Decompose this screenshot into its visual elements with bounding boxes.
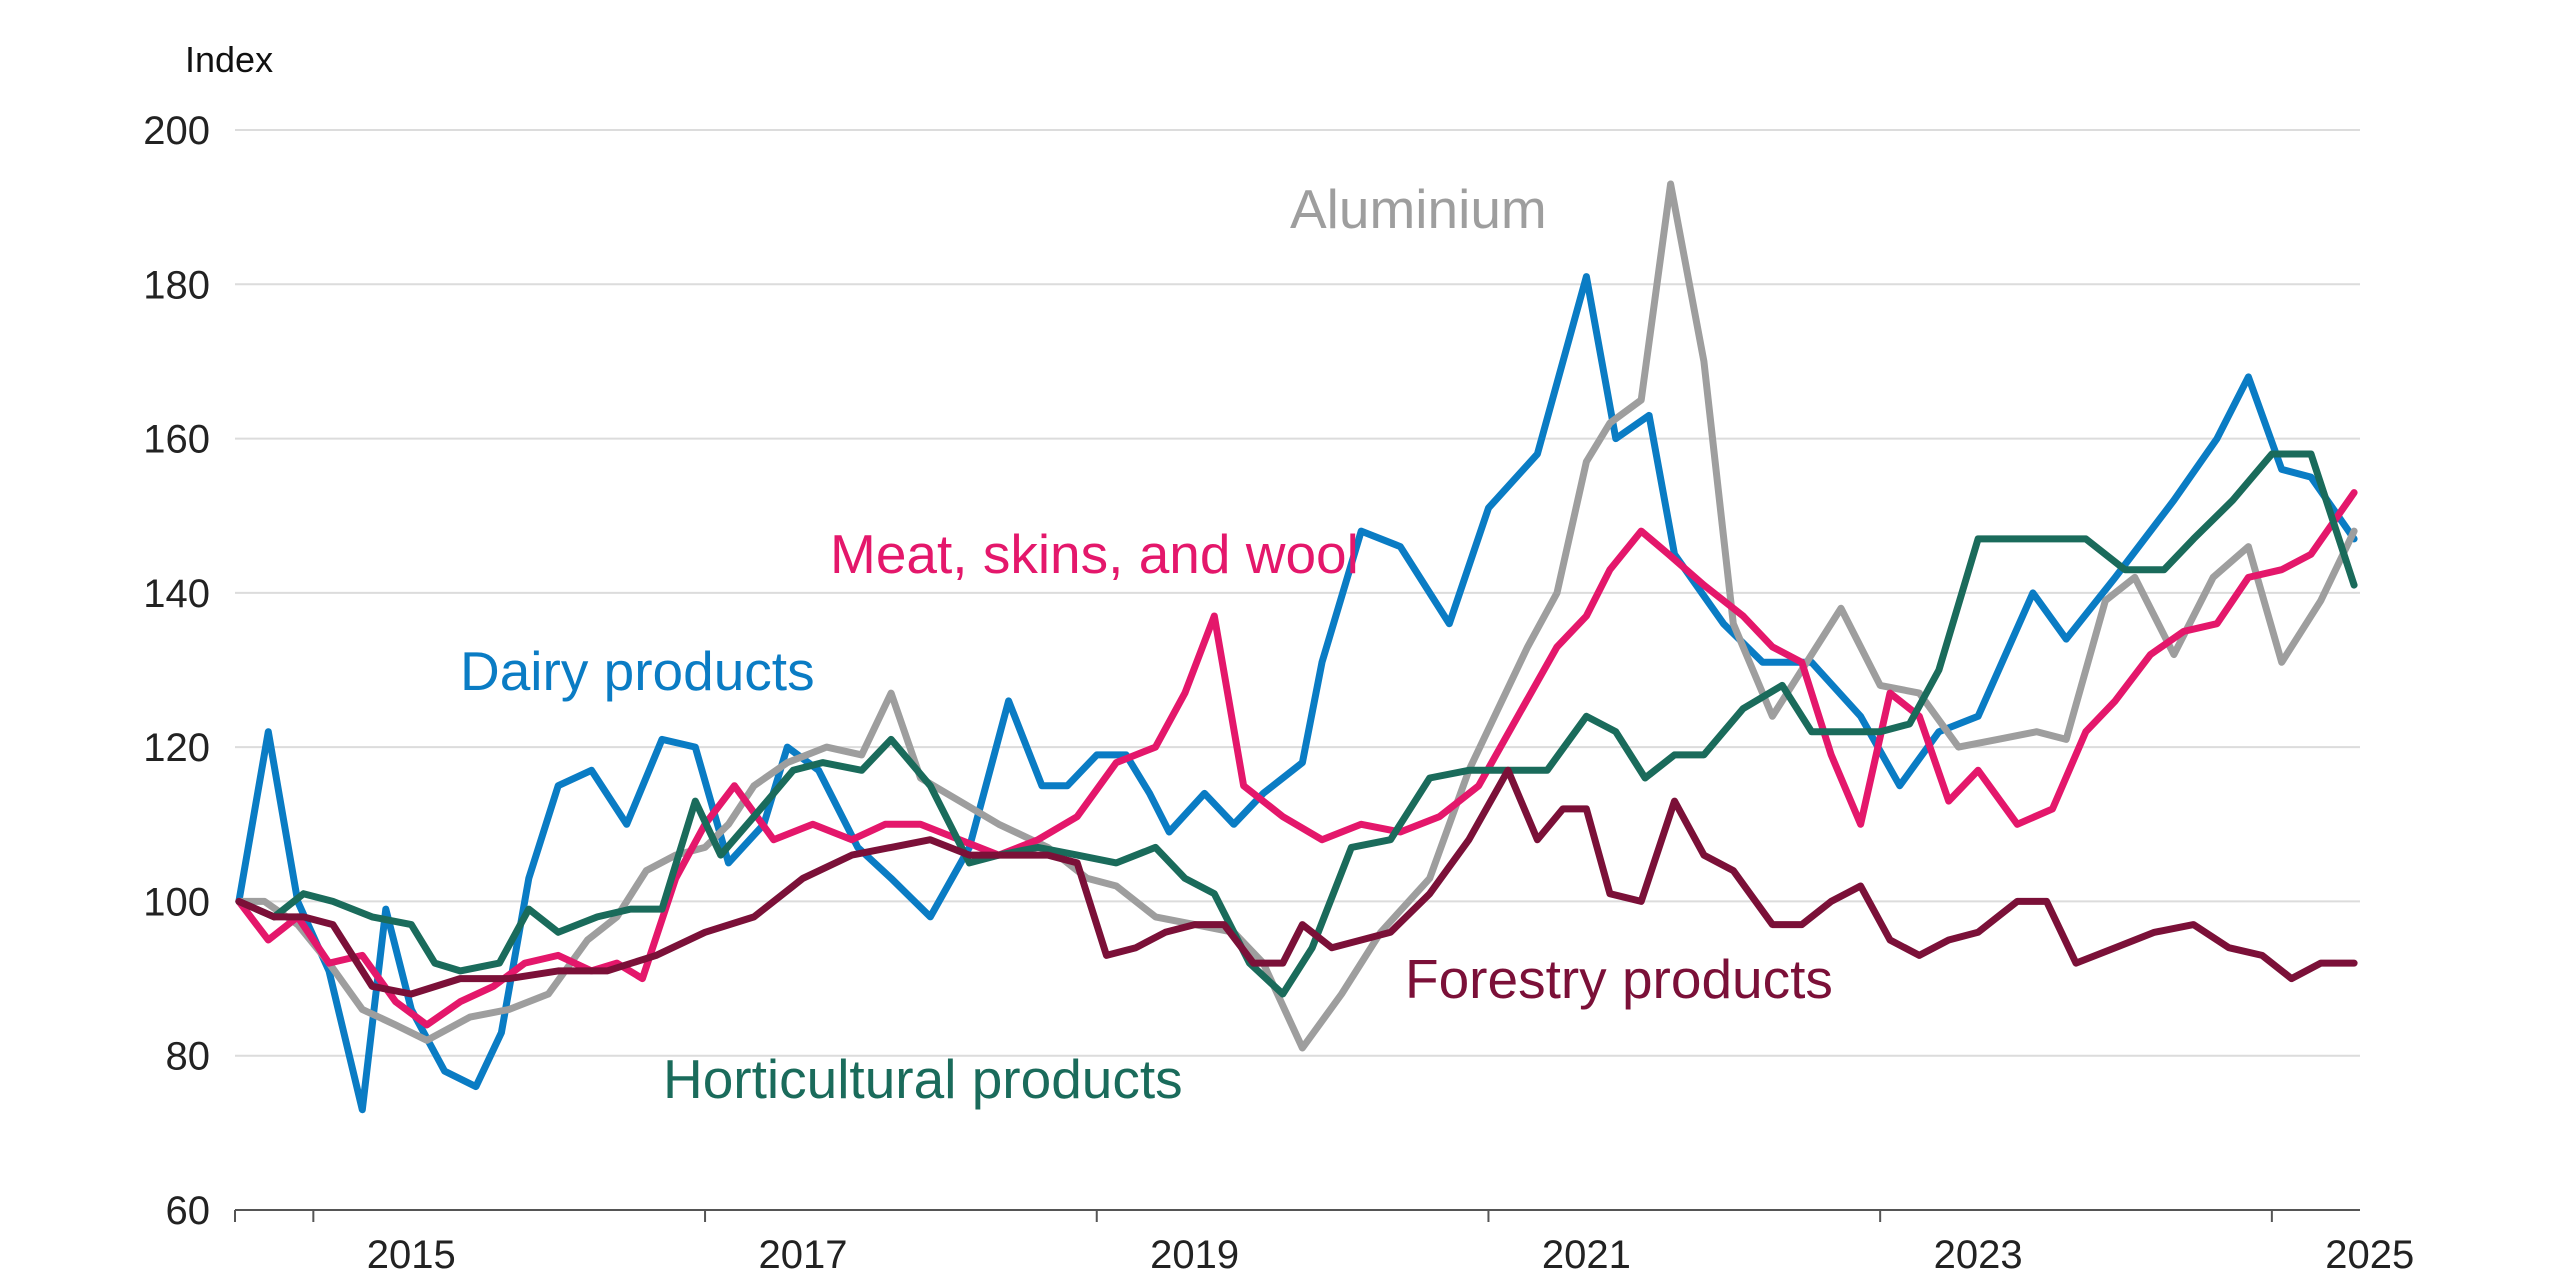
y-tick-labels: 60 80 100 120 140 160 180 200: [143, 109, 210, 1233]
y-axis-label: Index: [185, 39, 273, 80]
y-tick-label: 160: [143, 418, 210, 462]
label-horticultural-products: Horticultural products: [663, 1048, 1183, 1110]
x-tick-label: 2021: [1542, 1233, 1631, 1277]
y-tick-label: 200: [143, 109, 210, 153]
y-tick-label: 100: [143, 880, 210, 924]
label-dairy-products: Dairy products: [460, 640, 815, 702]
series-line-dairy-products: [235, 273, 2358, 1114]
series-line-aluminium: [235, 180, 2358, 1052]
y-tick-label: 180: [143, 263, 210, 307]
series-line-meat-skins-and-wool: [235, 489, 2358, 1029]
y-tick-label: 120: [143, 726, 210, 770]
axes: [234, 1209, 2360, 1222]
y-tick-label: 140: [143, 572, 210, 616]
y-tick-label: 80: [166, 1035, 211, 1079]
x-tick-label: 2019: [1150, 1233, 1239, 1277]
gridlines: [235, 129, 2360, 1057]
series-lines: [235, 180, 2358, 1114]
x-tick-label: 2025: [2325, 1233, 2414, 1277]
label-forestry-products: Forestry products: [1405, 948, 1833, 1010]
label-aluminium: Aluminium: [1290, 178, 1547, 240]
series-line-forestry-products: [235, 766, 2358, 998]
x-tick-label: 2017: [758, 1233, 847, 1277]
y-tick-label: 60: [166, 1189, 211, 1233]
label-meat-skins-wool: Meat, skins, and wool: [830, 523, 1359, 585]
x-tick-label: 2023: [1934, 1233, 2023, 1277]
x-tick-labels: 2015 2017 2019 2021 2023 2025: [367, 1233, 2415, 1277]
x-tick-label: 2015: [367, 1233, 456, 1277]
series-line-horticultural-products: [235, 450, 2358, 998]
